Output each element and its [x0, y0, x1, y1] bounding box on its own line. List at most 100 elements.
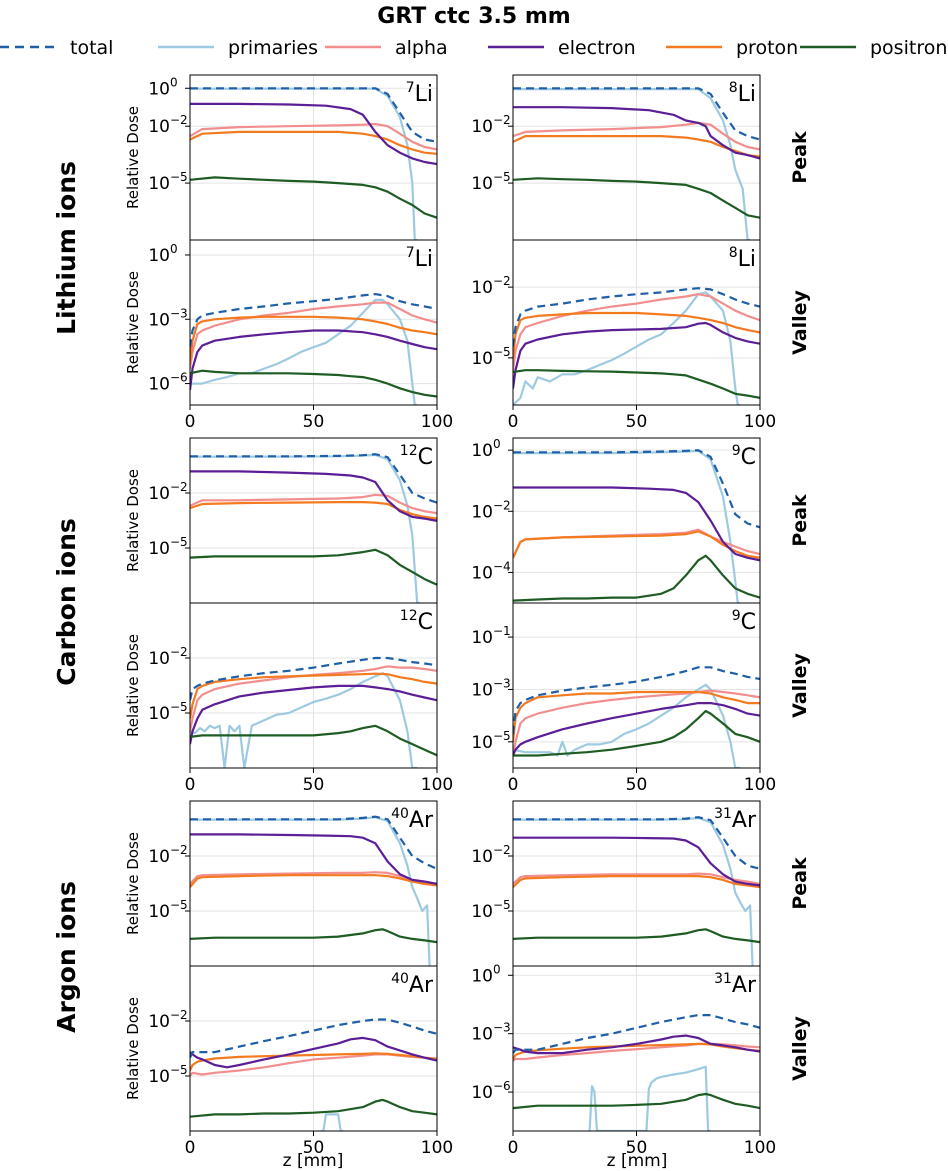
legend-entry-primaries: primaries: [158, 37, 318, 59]
x-tick-label: 100: [421, 412, 453, 432]
y-tick-label: 10: [471, 966, 493, 986]
series-line-total: [190, 453, 437, 504]
x-tick-label: 100: [744, 412, 776, 432]
x-tick-label: 100: [744, 775, 776, 795]
y-tick-label: 10: [148, 246, 170, 266]
y-tick-label: 10: [148, 539, 170, 559]
series-line-primaries: [513, 291, 741, 405]
legend: total primaries alpha electron proton positro…: [0, 37, 947, 59]
y-axis-label: Relative Dose: [124, 634, 142, 737]
series-line-primaries: [513, 816, 754, 966]
y-tick-label: 10: [471, 563, 493, 583]
x-tick-label: 0: [185, 1138, 196, 1158]
x-tick-label: 0: [508, 1138, 519, 1158]
row-label-peak: Peak: [789, 857, 811, 910]
legend-label-alpha: alpha: [395, 37, 448, 59]
series-line-electron: [190, 470, 437, 522]
series-line-total: [190, 815, 437, 870]
isotope-label: 40Ar: [391, 971, 434, 998]
y-tick-exponent: −2: [493, 843, 511, 857]
legend-label-total: total: [70, 37, 113, 59]
series-line-alpha: [513, 872, 760, 885]
series-line-positron: [190, 724, 437, 757]
legend-label-proton: proton: [736, 37, 798, 59]
isotope-label: 12C: [400, 608, 433, 635]
series-line-positron: [513, 709, 760, 757]
isotope-label: 7Li: [406, 245, 433, 272]
series-line-proton: [513, 311, 760, 359]
series-line-primaries: [190, 298, 418, 405]
group-label-lithium: Lithium ions: [52, 161, 81, 335]
y-tick-exponent: 0: [170, 75, 178, 89]
x-tick-label: 100: [421, 775, 453, 795]
series-line-total: [190, 1018, 437, 1059]
y-tick-label: 10: [471, 733, 493, 753]
y-tick-label: 10: [148, 704, 170, 724]
series-line-proton: [513, 530, 760, 559]
group-label-carbon: Carbon ions: [52, 518, 81, 686]
y-tick-label: 10: [471, 1025, 493, 1045]
isotope-label: 8Li: [729, 245, 756, 272]
y-tick-label: 10: [148, 847, 170, 867]
series-line-electron: [513, 486, 760, 562]
series-line-positron: [190, 928, 437, 944]
legend-entry-proton: proton: [666, 37, 798, 59]
row-label-valley: Valley: [789, 653, 811, 718]
legend-entry-positron: positron: [800, 37, 947, 59]
series-line-primaries: [588, 1065, 711, 1131]
y-tick-label: 10: [471, 278, 493, 298]
y-tick-exponent: −2: [493, 113, 511, 127]
isotope-label: 8Li: [729, 80, 756, 107]
y-tick-exponent: −1: [493, 624, 511, 638]
y-tick-label: 10: [471, 174, 493, 194]
y-tick-exponent: −2: [170, 1008, 188, 1022]
series-line-total: [190, 293, 437, 348]
y-tick-label: 10: [148, 649, 170, 669]
series-line-proton: [190, 315, 437, 363]
isotope-label: 9C: [732, 443, 756, 470]
series-line-positron: [513, 1092, 760, 1110]
isotope-label: 12C: [400, 443, 433, 470]
y-tick-label: 10: [148, 117, 170, 137]
legend-entry-total: total: [0, 37, 113, 59]
legend-label-electron: electron: [558, 37, 636, 59]
y-tick-label: 10: [148, 902, 170, 922]
y-tick-exponent: −5: [170, 898, 188, 912]
y-tick-label: 10: [471, 680, 493, 700]
y-tick-exponent: −5: [170, 535, 188, 549]
y-tick-label: 10: [471, 902, 493, 922]
y-tick-label: 10: [148, 1067, 170, 1087]
legend-entry-alpha: alpha: [325, 37, 448, 59]
series-line-positron: [190, 369, 437, 398]
row-label-peak: Peak: [789, 131, 811, 184]
y-tick-exponent: 0: [493, 437, 501, 451]
y-tick-exponent: −3: [493, 676, 511, 690]
series-line-primaries: [513, 88, 751, 240]
x-tick-label: 50: [303, 775, 325, 795]
series-line-primaries: [320, 1113, 344, 1131]
x-tick-label: 50: [626, 775, 648, 795]
x-tick-label: 50: [626, 412, 648, 432]
y-tick-label: 10: [148, 1012, 170, 1032]
isotope-label: 31Ar: [714, 806, 757, 833]
y-axis-label: Relative Dose: [124, 271, 142, 374]
series-line-alpha: [190, 301, 437, 369]
y-tick-exponent: 0: [493, 962, 501, 976]
y-tick-exponent: −2: [170, 843, 188, 857]
series-line-positron: [190, 176, 437, 219]
y-tick-exponent: 0: [170, 242, 178, 256]
x-tick-label: 50: [303, 412, 325, 432]
y-tick-label: 10: [148, 79, 170, 99]
series-line-alpha: [513, 689, 760, 756]
series-line-alpha: [513, 121, 760, 151]
x-tick-label: 50: [626, 1138, 648, 1158]
series-line-proton: [190, 501, 437, 520]
y-tick-label: 10: [471, 847, 493, 867]
